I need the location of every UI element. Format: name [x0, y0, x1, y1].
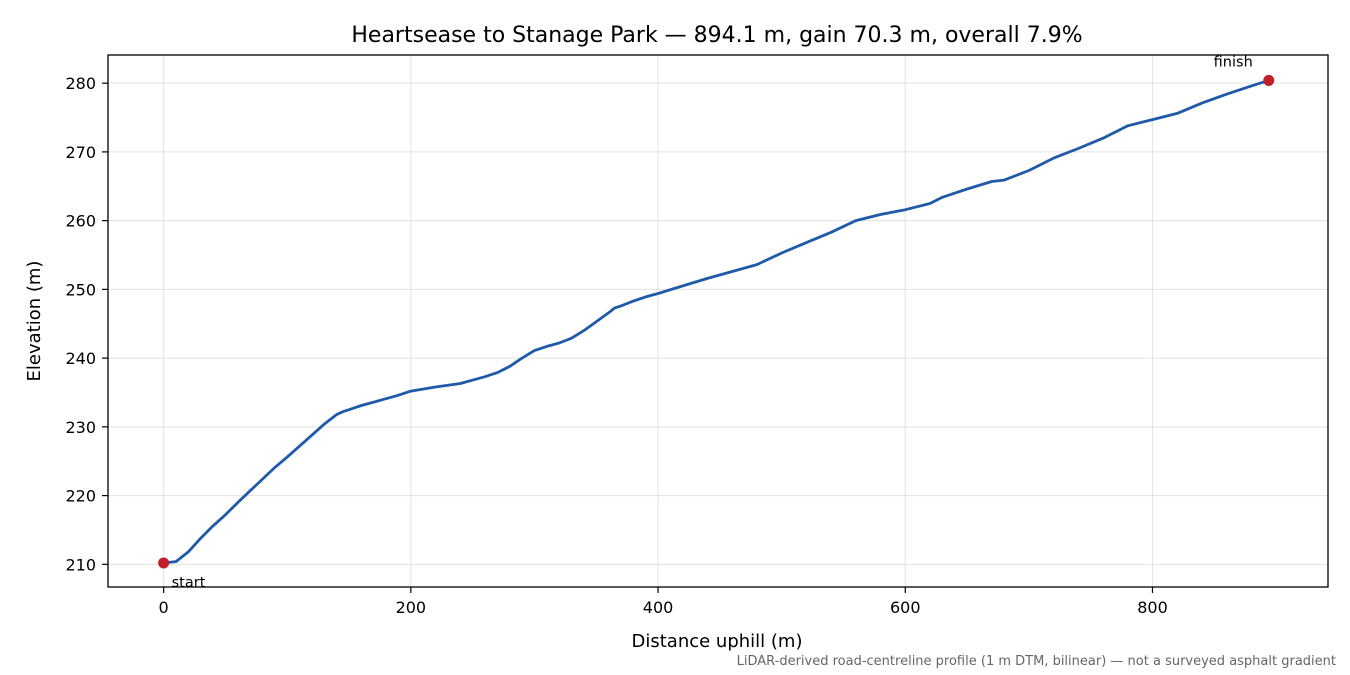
grid [108, 55, 1328, 587]
x-tick-label: 400 [643, 598, 674, 617]
y-tick-label: 210 [65, 555, 96, 574]
y-tick-label: 270 [65, 143, 96, 162]
start-label: start [172, 575, 206, 591]
plot-frame [107, 54, 1329, 588]
y-tick-label: 280 [65, 74, 96, 93]
elevation-profile-line [162, 79, 1271, 565]
chart-title: Heartsease to Stanage Park — 894.1 m, ga… [351, 23, 1082, 48]
y-tick-label: 230 [65, 418, 96, 437]
series-layer [162, 79, 1271, 565]
y-tick-label: 240 [65, 349, 96, 368]
x-tick-label: 0 [159, 598, 169, 617]
finish-label: finish [1214, 54, 1253, 70]
axis-ticks: 0 200 400 600 800 210 220 230 240 250 260 270 280 [65, 74, 1167, 617]
x-axis-label: Distance uphill (m) [632, 631, 803, 652]
y-tick-label: 260 [65, 212, 96, 231]
start-marker [158, 557, 170, 569]
y-tick-label: 220 [65, 487, 96, 506]
y-tick-label: 250 [65, 280, 96, 299]
x-tick-label: 600 [890, 598, 921, 617]
finish-marker [1263, 74, 1275, 86]
footnote: LiDAR-derived road-centreline profile (1… [737, 654, 1336, 669]
x-tick-label: 800 [1137, 598, 1168, 617]
y-axis-label: Elevation (m) [24, 261, 45, 382]
x-tick-label: 200 [396, 598, 427, 617]
